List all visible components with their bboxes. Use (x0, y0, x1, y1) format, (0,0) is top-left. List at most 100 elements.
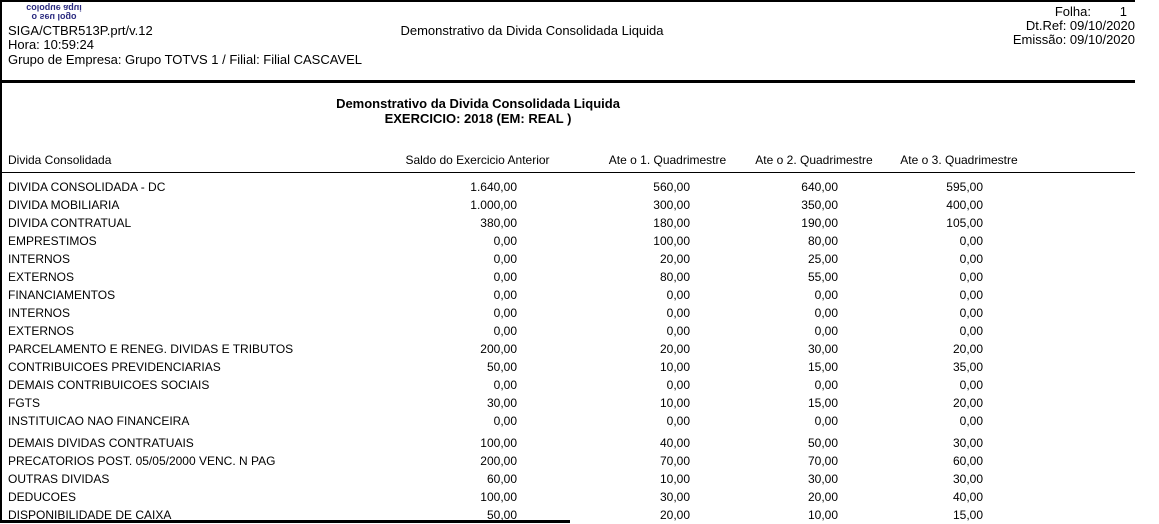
row-value: 20,00 (595, 506, 740, 524)
row-filler (1030, 322, 1135, 340)
row-value: 0,00 (595, 412, 740, 430)
row-value: 20,00 (888, 394, 1030, 412)
row-value: 105,00 (888, 214, 1030, 232)
row-value: 30,00 (740, 470, 888, 488)
section-title: Demonstrativo da Divida Consolidada Liqu… (0, 96, 956, 111)
row-value: 15,00 (740, 358, 888, 376)
table-row: PARCELAMENTO E RENEG. DIVIDAS E TRIBUTOS… (0, 340, 1135, 358)
row-label: CONTRIBUICOES PREVIDENCIARIAS (0, 358, 360, 376)
row-value: 0,00 (595, 286, 740, 304)
row-value: 80,00 (595, 268, 740, 286)
logo-line-bottom: o seu logo (8, 12, 100, 21)
row-value: 15,00 (740, 394, 888, 412)
row-value: 0,00 (360, 304, 595, 322)
debt-table-grid: Divida Consolidada Saldo do Exercicio An… (0, 146, 1135, 524)
row-value: 200,00 (360, 452, 595, 470)
col-header-saldo-anterior: Saldo do Exercicio Anterior (360, 146, 595, 173)
row-value: 0,00 (888, 232, 1030, 250)
row-value: 0,00 (740, 322, 888, 340)
row-label: DEMAIS DIVIDAS CONTRATUAIS (0, 430, 360, 452)
row-label: PRECATORIOS POST. 05/05/2000 VENC. N PAG (0, 452, 360, 470)
row-value: 1.640,00 (360, 173, 595, 197)
row-value: 0,00 (888, 412, 1030, 430)
page-number-line: Folha:1 (835, 5, 1135, 19)
row-label: INSTITUICAO NAO FINANCEIRA (0, 412, 360, 430)
header-right-block: Folha:1 Dt.Ref: 09/10/2020 Emissão: 09/1… (835, 5, 1135, 47)
row-value: 100,00 (360, 488, 595, 506)
row-value: 0,00 (740, 286, 888, 304)
row-value: 0,00 (740, 304, 888, 322)
row-value: 10,00 (740, 506, 888, 524)
row-filler (1030, 214, 1135, 232)
row-value: 640,00 (740, 173, 888, 197)
row-filler (1030, 286, 1135, 304)
col-header-divida-consolidada: Divida Consolidada (0, 146, 360, 173)
emission-date-line: Emissão: 09/10/2020 (835, 33, 1135, 47)
row-value: 0,00 (888, 268, 1030, 286)
row-value: 30,00 (888, 470, 1030, 488)
row-value: 0,00 (360, 376, 595, 394)
row-filler (1030, 394, 1135, 412)
row-value: 0,00 (595, 376, 740, 394)
row-value: 70,00 (740, 452, 888, 470)
row-value: 0,00 (360, 250, 595, 268)
row-value: 0,00 (360, 232, 595, 250)
col-header-quadrimestre-2: Ate o 2. Quadrimestre (740, 146, 888, 173)
row-label: PARCELAMENTO E RENEG. DIVIDAS E TRIBUTOS (0, 340, 360, 358)
row-value: 40,00 (888, 488, 1030, 506)
row-label: DIVIDA CONSOLIDADA - DC (0, 173, 360, 197)
row-filler (1030, 358, 1135, 376)
row-value: 200,00 (360, 340, 595, 358)
folha-label: Folha: (1055, 4, 1091, 19)
page-border-top (0, 0, 1135, 2)
row-value: 20,00 (595, 250, 740, 268)
row-value: 20,00 (740, 488, 888, 506)
row-value: 100,00 (360, 430, 595, 452)
row-value: 0,00 (740, 376, 888, 394)
row-value: 20,00 (888, 340, 1030, 358)
logo-placeholder: o seu logo coloque aqui (8, 3, 100, 21)
row-value: 0,00 (595, 304, 740, 322)
row-value: 50,00 (740, 430, 888, 452)
row-value: 25,00 (740, 250, 888, 268)
section-subtitle: EXERCICIO: 2018 (EM: REAL ) (0, 111, 956, 126)
row-label: INTERNOS (0, 304, 360, 322)
row-value: 20,00 (595, 340, 740, 358)
row-filler (1030, 452, 1135, 470)
row-value: 595,00 (888, 173, 1030, 197)
row-value: 30,00 (740, 340, 888, 358)
row-value: 0,00 (360, 412, 595, 430)
col-header-quadrimestre-3: Ate o 3. Quadrimestre (888, 146, 1030, 173)
row-value: 10,00 (595, 470, 740, 488)
row-value: 30,00 (888, 430, 1030, 452)
row-value: 55,00 (740, 268, 888, 286)
row-label: INTERNOS (0, 250, 360, 268)
row-filler (1030, 506, 1135, 524)
col-header-filler (1030, 146, 1135, 173)
row-value: 180,00 (595, 214, 740, 232)
row-value: 30,00 (595, 488, 740, 506)
report-time: Hora: 10:59:24 (8, 38, 94, 52)
row-value: 0,00 (888, 286, 1030, 304)
table-header-row: Divida Consolidada Saldo do Exercicio An… (0, 146, 1135, 173)
row-label: EXTERNOS (0, 322, 360, 340)
row-value: 80,00 (740, 232, 888, 250)
company-branch-line: Grupo de Empresa: Grupo TOTVS 1 / Filial… (8, 53, 362, 67)
row-value: 0,00 (888, 250, 1030, 268)
row-label: DEMAIS CONTRIBUICOES SOCIAIS (0, 376, 360, 394)
row-value: 380,00 (360, 214, 595, 232)
row-value: 0,00 (888, 322, 1030, 340)
